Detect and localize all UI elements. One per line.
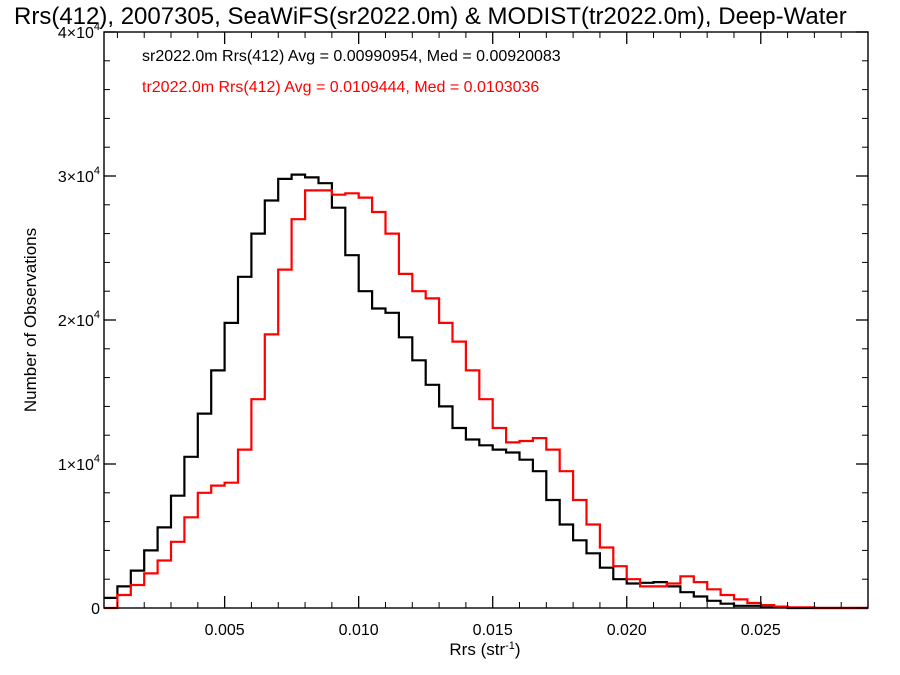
y-axis-title: Number of Observations xyxy=(21,228,40,412)
plot-frame xyxy=(103,31,869,609)
y-tick-label-exponent-4: 4 xyxy=(94,21,100,33)
x-axis-title-tail: ) xyxy=(515,640,521,659)
y-tick-label-exponent-3: 4 xyxy=(94,165,100,177)
y-tick-label-4: 4×104 xyxy=(58,21,100,42)
x-tick-label-1: 0.010 xyxy=(339,622,379,639)
y-tick-label-base-3: 3×10 xyxy=(58,169,94,186)
y-tick-label-exponent-1: 4 xyxy=(94,453,100,465)
x-tick-label-4: 0.025 xyxy=(741,622,781,639)
y-tick-label-base-4: 4×10 xyxy=(58,25,94,42)
y-tick-label-0: 0 xyxy=(91,601,100,618)
series-line-1 xyxy=(104,173,868,610)
x-axis-title: Rrs (str-1) xyxy=(449,640,520,659)
y-tick-label-3: 3×104 xyxy=(58,165,100,186)
y-tick-label-base-1: 1×10 xyxy=(58,457,94,474)
x-tick-label-2: 0.015 xyxy=(473,622,513,639)
series-line-2 xyxy=(104,189,868,610)
y-tick-label-exponent-2: 4 xyxy=(94,309,100,321)
y-tick-label-1: 1×104 xyxy=(58,453,100,474)
x-tick-label-3: 0.020 xyxy=(607,622,647,639)
y-tick-label-base-2: 2×10 xyxy=(58,313,94,330)
legend-entry-sr2022: sr2022.0m Rrs(412) Avg = 0.00990954, Med… xyxy=(142,48,561,65)
y-tick-label-2: 2×104 xyxy=(58,309,100,330)
x-axis-title-superscript: -1 xyxy=(505,640,515,652)
plot-area: 0.005 0.010 0.015 0.020 0.02501×1042×1043×10… xyxy=(58,21,869,639)
legend-entry-tr2022: tr2022.0m Rrs(412) Avg = 0.0109444, Med … xyxy=(142,79,539,96)
x-axis-title-main: Rrs (str xyxy=(449,640,505,659)
chart-title: Rrs(412), 2007305, SeaWiFS(sr2022.0m) & … xyxy=(14,3,847,30)
x-tick-label-0: 0.005 xyxy=(205,622,245,639)
